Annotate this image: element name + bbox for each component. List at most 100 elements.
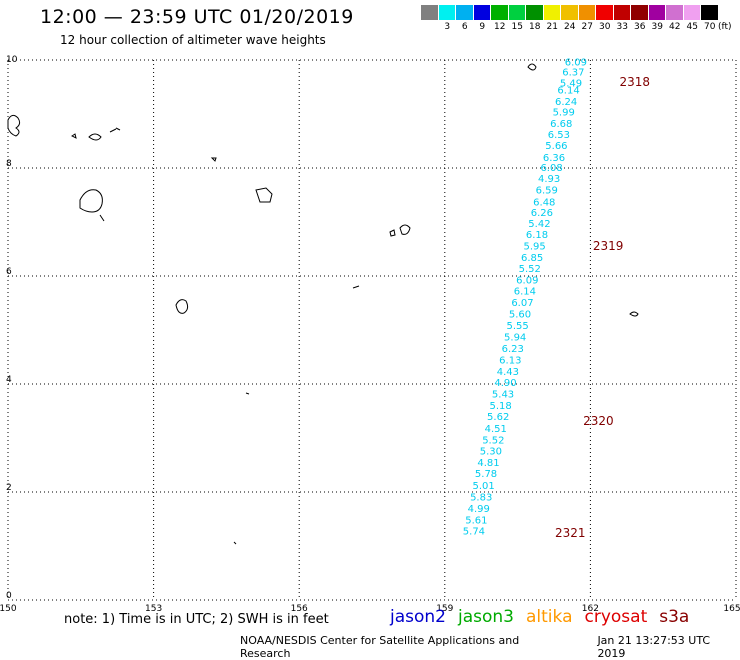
color-legend: 3 6 9 12 15 18 21 24 27 30 33 36 39 42 45 70	[421, 5, 719, 32]
island-outline	[527, 63, 537, 71]
swh-value: 5.99	[553, 108, 575, 119]
legend-swatch: 24	[561, 5, 579, 32]
swh-value: 5.94	[504, 332, 526, 343]
legend-label: 9	[479, 22, 486, 32]
satellite-name: jason2	[390, 607, 446, 627]
legend-label: 24	[564, 22, 576, 32]
legend-label: 27	[581, 22, 593, 32]
orbit-number: 2319	[593, 239, 624, 253]
swh-value: 5.55	[506, 321, 528, 332]
swh-value: 5.49	[560, 78, 582, 89]
orbit-number: 2320	[583, 414, 614, 428]
legend-swatch: 27	[578, 5, 596, 32]
island-outline	[109, 127, 121, 133]
swh-value: 5.01	[472, 481, 494, 492]
swh-value: 5.83	[470, 493, 492, 504]
legend-swatch: 6	[456, 5, 474, 32]
legend-label: 21	[546, 22, 558, 32]
timestamp-text: Jan 21 13:27:53 UTC 2019	[597, 634, 711, 660]
legend-swatch: 39	[648, 5, 666, 32]
island-outline	[255, 187, 273, 203]
swh-value: 5.43	[492, 390, 514, 401]
swh-value: 5.52	[519, 264, 541, 275]
page-title: 12:00 — 23:59 UTC 01/20/2019	[40, 6, 354, 28]
page-subtitle: 12 hour collection of altimeter wave hei…	[60, 33, 326, 47]
swh-value: 6.09	[565, 57, 587, 68]
latitude-label: 4	[6, 375, 12, 385]
swh-value: 4.43	[497, 367, 519, 378]
legend-label: 42	[669, 22, 681, 32]
swh-value: 6.26	[531, 208, 553, 219]
legend-swatch: 70	[701, 5, 719, 32]
legend-label: 33	[616, 22, 628, 32]
swh-value: 6.09	[516, 276, 538, 287]
island-outline	[399, 224, 411, 235]
satellite-name: altika	[526, 607, 573, 627]
latitude-labels: 0 2 4 6 8 10	[6, 55, 18, 601]
legend-swatch	[421, 5, 439, 32]
swh-value: 5.95	[523, 242, 545, 253]
swh-value: 6.13	[499, 355, 521, 366]
swh-readings: 6.096.375.496.146.245.996.686.535.666.36…	[463, 57, 587, 537]
latitude-label: 0	[6, 591, 12, 601]
island-outline	[175, 299, 189, 314]
swh-value: 5.60	[509, 310, 531, 321]
island-outline	[389, 229, 396, 237]
satellite-legend: jason2 jason3 altika cryosat s3a	[390, 607, 689, 627]
legend-swatch: 18	[526, 5, 544, 32]
swh-value: 6.18	[526, 230, 548, 241]
legend-swatch: 15	[508, 5, 526, 32]
swh-value: 6.53	[548, 130, 570, 141]
swh-value: 5.42	[528, 219, 550, 230]
swh-value: 6.08	[540, 163, 562, 174]
swh-value: 5.52	[482, 435, 504, 446]
swh-value: 4.90	[494, 378, 516, 389]
legend-swatch: 33	[613, 5, 631, 32]
satellite-name: cryosat	[584, 607, 648, 627]
longitude-label: 165	[723, 604, 740, 614]
island-outline	[245, 392, 250, 395]
legend-swatch: 42	[666, 5, 684, 32]
longitude-label: 159	[436, 604, 453, 614]
latitude-label: 10	[6, 55, 18, 65]
legend-swatch: 3	[438, 5, 456, 32]
legend-swatch: 30	[596, 5, 614, 32]
island-outline	[79, 189, 105, 222]
swh-value: 6.48	[533, 197, 555, 208]
swh-value: 6.85	[521, 253, 543, 264]
island-outline	[233, 541, 237, 545]
longitude-label: 150	[0, 604, 17, 614]
swh-value: 6.59	[536, 185, 558, 196]
swh-value: 5.18	[489, 401, 511, 412]
legend-label: 30	[599, 22, 611, 32]
island-outline	[629, 311, 639, 317]
swh-value: 6.68	[550, 119, 572, 130]
lat-lon-grid	[7, 59, 737, 601]
legend-swatch: 45	[683, 5, 701, 32]
swh-value: 4.81	[477, 458, 499, 469]
swh-value: 4.93	[538, 174, 560, 185]
legend-label: 6	[461, 22, 468, 32]
orbit-number: 2321	[555, 526, 586, 540]
legend-swatch: 12	[491, 5, 509, 32]
orbit-labels: 2318 2319 2320 2321	[555, 75, 650, 540]
orbit-number: 2318	[620, 75, 651, 89]
swh-value: 4.51	[485, 424, 507, 435]
legend-label: 18	[529, 22, 541, 32]
swh-value: 5.74	[463, 527, 485, 538]
island-outline	[352, 285, 360, 289]
swh-value: 6.23	[502, 344, 524, 355]
island-outline	[71, 133, 77, 139]
legend-swatch: 36	[631, 5, 649, 32]
satellite-name: s3a	[659, 607, 690, 627]
swh-value: 6.24	[555, 97, 577, 108]
island-outline	[7, 114, 21, 137]
island-outline	[210, 157, 217, 162]
legend-label: 12	[494, 22, 506, 32]
longitude-label: 153	[145, 604, 162, 614]
swh-value: 6.07	[511, 298, 533, 309]
swh-value: 5.61	[465, 515, 487, 526]
legend-label: 36	[634, 22, 646, 32]
swh-value: 6.36	[543, 153, 565, 164]
swh-value: 6.14	[557, 85, 579, 96]
